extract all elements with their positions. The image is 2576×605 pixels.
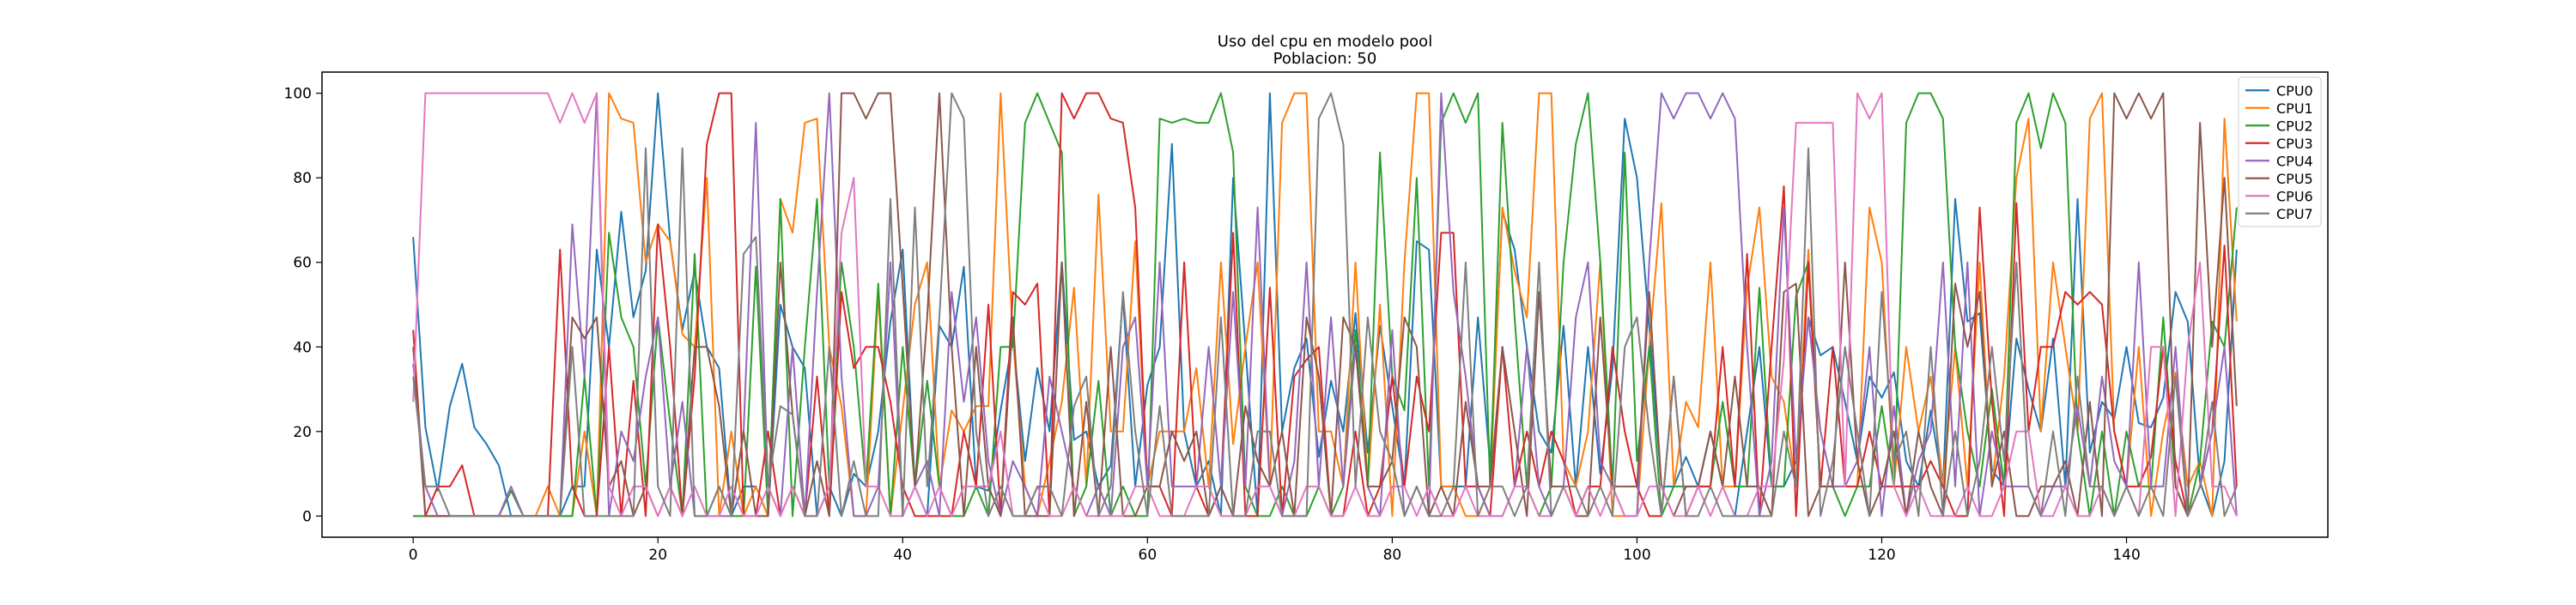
- series-line-cpu0: [412, 92, 2238, 517]
- y-tick-label: 20: [293, 424, 312, 441]
- legend-label-cpu4: CPU4: [2276, 153, 2313, 169]
- x-tick-label: 60: [1139, 547, 1157, 564]
- y-tick-label: 40: [293, 339, 312, 356]
- legend-label-cpu2: CPU2: [2276, 118, 2313, 134]
- chart-title: Uso del cpu en modelo pool: [1218, 33, 1432, 51]
- legend-label-cpu0: CPU0: [2276, 82, 2313, 99]
- x-tick-label: 100: [1623, 547, 1650, 564]
- x-tick-label: 80: [1383, 547, 1402, 564]
- y-tick-label: 60: [293, 255, 312, 272]
- y-tick-label: 100: [284, 86, 312, 103]
- x-tick-label: 40: [893, 547, 912, 564]
- plot-frame: [321, 71, 2329, 538]
- x-tick-label: 20: [648, 547, 667, 564]
- x-axis: 0 20 40 60 80 100 120 140: [409, 537, 2141, 564]
- series-line-cpu5: [412, 92, 2238, 517]
- legend-label-cpu6: CPU6: [2276, 188, 2313, 204]
- series-line-cpu6: [412, 92, 2238, 517]
- y-axis: 0 20 40 60 80 100: [284, 86, 322, 525]
- y-tick-label: 80: [293, 170, 312, 187]
- legend-label-cpu5: CPU5: [2276, 171, 2313, 187]
- legend-label-cpu3: CPU3: [2276, 136, 2313, 152]
- x-tick-label: 120: [1868, 547, 1895, 564]
- legend-label-cpu1: CPU1: [2276, 100, 2313, 117]
- chart-subtitle: Poblacion: 50: [1273, 50, 1377, 68]
- x-tick-label: 140: [2112, 547, 2140, 564]
- legend-box: [2238, 76, 2322, 227]
- series-line-cpu3: [412, 92, 2238, 517]
- x-tick-label: 0: [409, 547, 418, 564]
- series-layer: [412, 92, 2238, 517]
- y-tick-label: 0: [302, 508, 312, 525]
- series-line-cpu7: [412, 92, 2238, 517]
- legend-label-cpu7: CPU7: [2276, 206, 2313, 222]
